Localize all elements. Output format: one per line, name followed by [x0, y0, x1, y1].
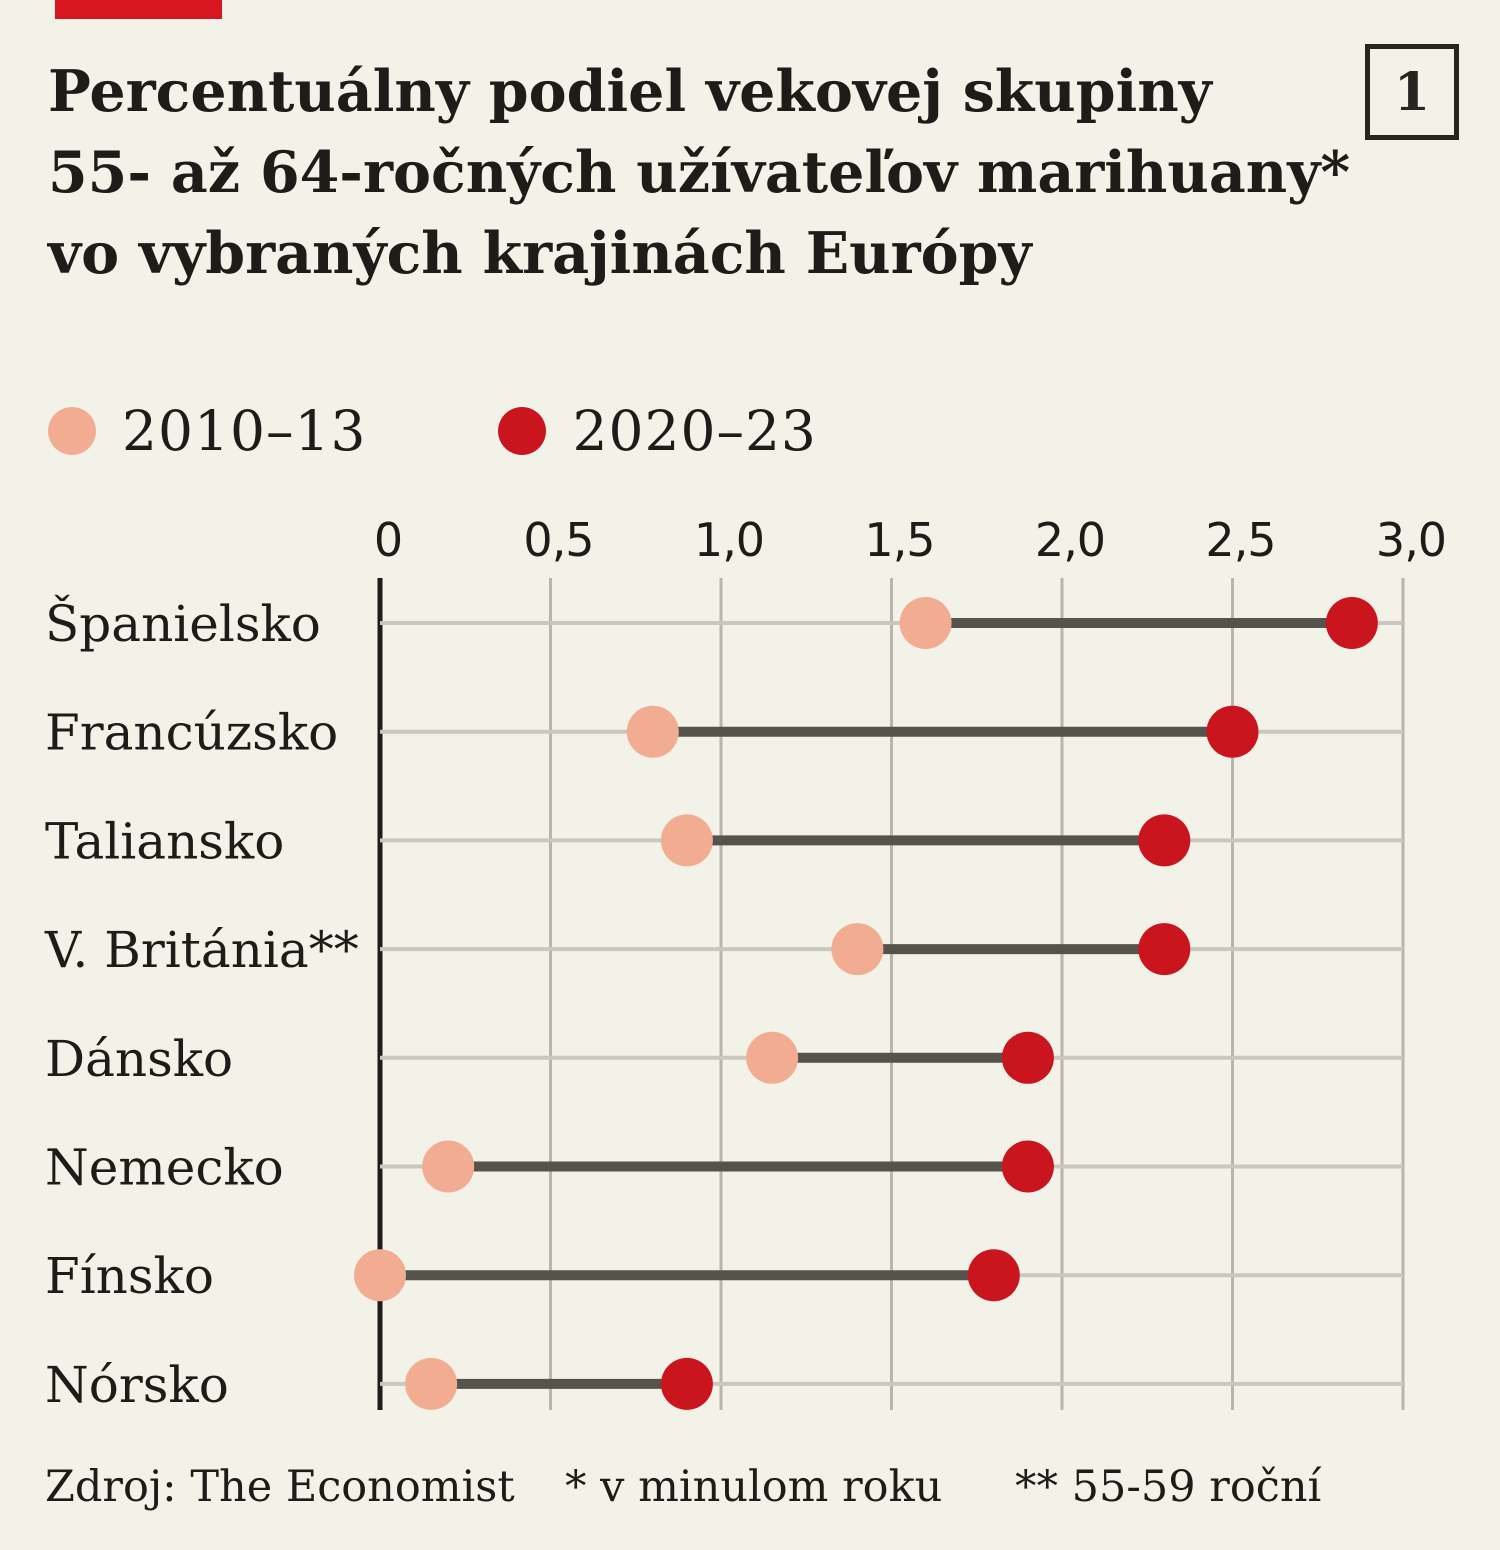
dot-2010-13 [831, 923, 884, 976]
legend-label-2010-13: 2010–13 [122, 399, 367, 463]
x-tick-label: 1,0 [694, 513, 764, 567]
footnote-1: * v minulom roku [565, 1462, 943, 1512]
x-tick-label: 2,0 [1035, 513, 1105, 567]
dot-2020-23 [1325, 597, 1378, 649]
legend-dot-2020-23 [498, 407, 547, 455]
dot-2020-23 [1138, 814, 1191, 867]
country-label: Francúzsko [45, 704, 338, 762]
x-tick-label: 2,5 [1205, 513, 1275, 567]
dot-2010-13 [354, 1249, 406, 1302]
dot-2020-23 [660, 1357, 713, 1410]
legend: 2010–13 2020–23 [48, 398, 1148, 464]
x-tick-label: 1,5 [864, 513, 934, 567]
country-label: V. Británia** [44, 921, 359, 979]
dot-2020-23 [1206, 705, 1259, 758]
country-label: Nórsko [45, 1356, 229, 1414]
country-label: Španielsko [45, 594, 321, 653]
page-number-box: 1 [1365, 44, 1459, 140]
brand-bar [55, 0, 222, 19]
dot-2020-23 [1001, 1031, 1054, 1084]
dot-2020-23 [1001, 1140, 1054, 1193]
dot-2010-13 [405, 1357, 458, 1410]
country-label: Nemecko [45, 1139, 284, 1197]
dot-2010-13 [899, 597, 952, 649]
dot-2010-13 [626, 705, 679, 758]
dot-2020-23 [1138, 923, 1191, 976]
dot-2010-13 [746, 1031, 799, 1084]
country-label: Taliansko [45, 812, 284, 870]
source-credit: Zdroj: The Economist [45, 1462, 515, 1512]
legend-label-2020-23: 2020–23 [572, 399, 817, 463]
dot-2010-13 [660, 814, 713, 867]
legend-dot-2010-13 [48, 407, 96, 455]
dot-2010-13 [422, 1140, 475, 1193]
x-tick-label: 0 [374, 513, 402, 567]
page-number: 1 [1393, 61, 1431, 123]
country-label: Dánsko [45, 1030, 233, 1088]
footnote-2: ** 55-59 roční [1015, 1462, 1322, 1512]
x-tick-label: 0,5 [523, 513, 593, 567]
chart-title: Percentuálny podiel vekovej skupiny 55- … [48, 58, 1351, 287]
dot-2020-23 [967, 1249, 1020, 1302]
country-label: Fínsko [45, 1247, 214, 1305]
x-tick-label: 3,0 [1376, 513, 1446, 567]
